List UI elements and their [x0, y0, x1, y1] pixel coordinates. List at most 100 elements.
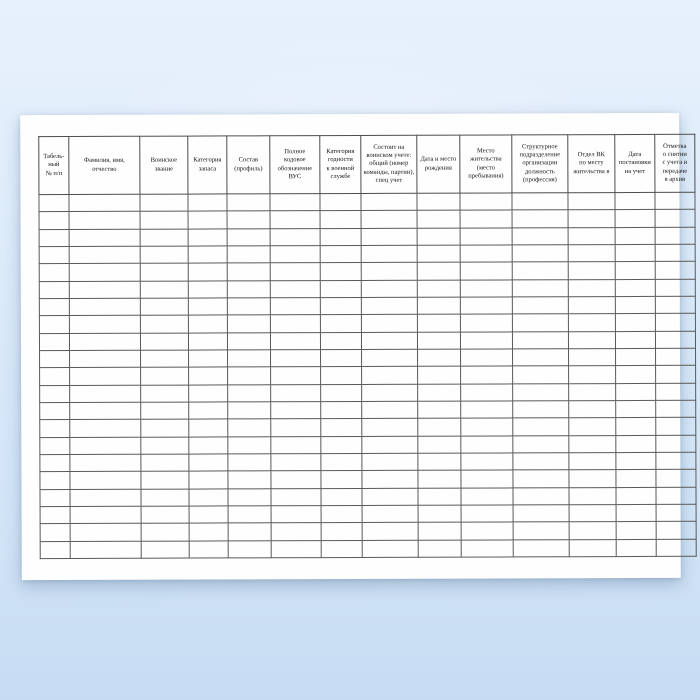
empty-cell [188, 211, 228, 229]
empty-cell [269, 193, 321, 212]
empty-cell [417, 366, 461, 384]
empty-cell [320, 210, 362, 229]
empty-cell [140, 471, 189, 489]
empty-cell [418, 522, 462, 540]
empty-cell [188, 471, 228, 489]
empty-cell [227, 349, 271, 368]
empty-cell [39, 281, 70, 299]
empty-cell [568, 331, 616, 349]
empty-cell [616, 538, 657, 557]
empty-cell [361, 210, 418, 229]
empty-cell [615, 313, 656, 332]
empty-cell [39, 211, 70, 230]
empty-cell [270, 262, 321, 281]
empty-cell [270, 314, 321, 333]
empty-cell [228, 523, 272, 541]
empty-cell [271, 540, 322, 558]
empty-cell [361, 401, 418, 419]
empty-cell [189, 505, 229, 524]
empty-cell [70, 506, 142, 524]
empty-cell [270, 488, 322, 506]
empty-cell [361, 470, 418, 489]
empty-cell [227, 315, 271, 333]
empty-cell [569, 521, 617, 540]
empty-cell [460, 418, 513, 436]
empty-cell [227, 488, 272, 506]
empty-cell [512, 244, 569, 263]
empty-cell [140, 402, 189, 420]
empty-cell [321, 505, 363, 523]
column-header-6: Категория годности к военной службе [319, 135, 361, 194]
empty-cell [68, 194, 141, 212]
empty-cell [417, 331, 461, 350]
empty-cell [568, 435, 616, 453]
empty-cell [70, 540, 142, 559]
empty-cell [39, 437, 70, 455]
empty-cell [361, 331, 418, 350]
empty-cell [189, 523, 229, 541]
empty-cell [655, 330, 696, 349]
empty-cell [460, 400, 513, 419]
empty-cell [615, 435, 656, 453]
empty-cell [655, 209, 696, 228]
empty-cell [362, 539, 419, 558]
empty-cell [568, 244, 616, 263]
empty-cell [227, 401, 271, 420]
empty-cell [39, 315, 70, 334]
column-header-4: Состав (профиль) [226, 135, 270, 194]
empty-cell [69, 332, 141, 351]
empty-cell [655, 261, 696, 280]
empty-cell [319, 193, 362, 211]
empty-cell [460, 314, 513, 332]
empty-cell [361, 418, 418, 437]
empty-cell [460, 487, 514, 506]
empty-cell [69, 367, 141, 386]
empty-cell [361, 453, 418, 471]
empty-cell [361, 262, 418, 281]
empty-cell [69, 436, 141, 455]
empty-cell [38, 194, 70, 212]
empty-cell [417, 470, 461, 488]
empty-cell [270, 453, 321, 472]
empty-cell [188, 488, 229, 506]
empty-cell [655, 469, 696, 488]
empty-cell [270, 401, 321, 420]
empty-cell [227, 245, 271, 264]
column-header-9: Место жительства (место пребывания) [459, 134, 512, 194]
empty-cell [141, 523, 190, 541]
empty-cell [655, 244, 696, 262]
empty-cell [568, 261, 616, 280]
empty-cell [512, 487, 570, 505]
empty-cell [188, 263, 228, 281]
empty-cell [69, 211, 141, 230]
empty-cell [461, 522, 514, 540]
empty-cell [320, 418, 362, 437]
empty-cell [320, 297, 362, 315]
empty-cell [615, 331, 656, 349]
column-header-13: Отметка о снятии с учета и передаче в ар… [654, 134, 695, 193]
empty-cell [39, 367, 70, 386]
empty-cell [655, 417, 696, 436]
empty-cell [140, 228, 189, 247]
empty-cell [417, 435, 461, 454]
empty-cell [320, 280, 362, 298]
column-header-1: Фамилия, имя, отчество [68, 136, 140, 195]
empty-cell [140, 246, 189, 264]
empty-cell [655, 452, 696, 470]
empty-cell [140, 315, 189, 333]
empty-cell [512, 452, 569, 471]
empty-cell [461, 504, 514, 523]
empty-cell [361, 245, 418, 263]
column-header-12: Дата постановки на учет [614, 134, 655, 193]
empty-cell [39, 385, 70, 403]
empty-cell [227, 419, 271, 437]
empty-cell [417, 227, 461, 246]
empty-cell [459, 192, 513, 211]
empty-cell [460, 331, 513, 350]
empty-cell [188, 280, 228, 299]
empty-cell [418, 505, 462, 523]
empty-cell [417, 383, 461, 402]
empty-cell [227, 332, 271, 350]
empty-cell [568, 383, 616, 401]
empty-cell [655, 382, 696, 401]
